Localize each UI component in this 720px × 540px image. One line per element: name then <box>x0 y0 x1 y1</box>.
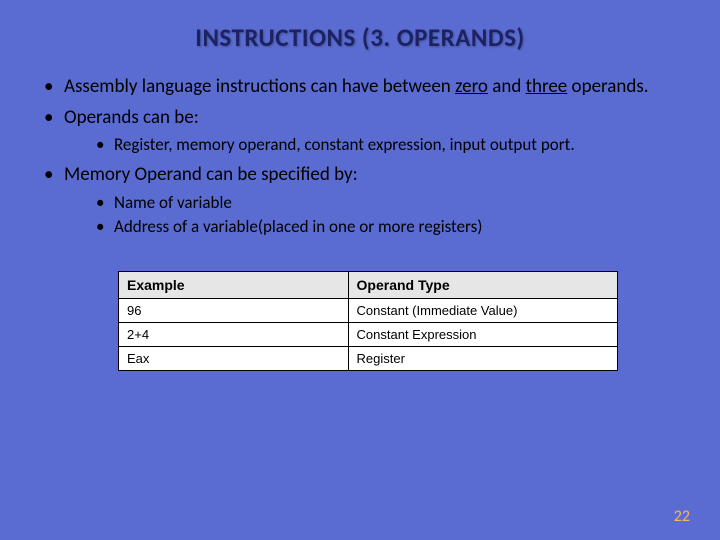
table-body: 96 Constant (Immediate Value) 2+4 Consta… <box>119 298 618 370</box>
bullet-list-level2: Register, memory operand, constant expre… <box>64 134 692 157</box>
table-cell: Constant (Immediate Value) <box>348 298 617 322</box>
bullet-item: Assembly language instructions can have … <box>40 75 692 100</box>
table-cell: Register <box>348 346 617 370</box>
sub-bullet-item: Register, memory operand, constant expre… <box>92 134 692 157</box>
bullet-list-level2: Name of variable Address of a variable(p… <box>64 192 692 239</box>
table-head: Example Operand Type <box>119 271 618 298</box>
slide: INSTRUCTIONS (3. OPERANDS) Assembly lang… <box>0 0 720 540</box>
bullet-text: Address of a variable(placed in one or m… <box>114 216 482 237</box>
table-header-cell: Example <box>119 271 349 298</box>
table-header-row: Example Operand Type <box>119 271 618 298</box>
table-cell: Eax <box>119 346 349 370</box>
bullet-list-level1: Assembly language instructions can have … <box>28 75 692 239</box>
bullet-text: operands. <box>567 75 648 98</box>
sub-bullet-item: Name of variable <box>92 192 692 215</box>
bullet-text: Memory Operand can be specified by: <box>64 163 358 186</box>
table-row: 2+4 Constant Expression <box>119 322 618 346</box>
table-row: 96 Constant (Immediate Value) <box>119 298 618 322</box>
underlined-word: three <box>526 75 568 98</box>
table-row: Eax Register <box>119 346 618 370</box>
slide-title: INSTRUCTIONS (3. OPERANDS) <box>28 22 692 53</box>
bullet-text: Register, memory operand, constant expre… <box>114 134 575 155</box>
table-cell: Constant Expression <box>348 322 617 346</box>
table-cell: 96 <box>119 298 349 322</box>
bullet-text: and <box>488 75 526 98</box>
table-cell: 2+4 <box>119 322 349 346</box>
underlined-word: zero <box>455 75 488 98</box>
bullet-item: Operands can be: Register, memory operan… <box>40 106 692 158</box>
bullet-text: Name of variable <box>114 192 232 213</box>
table-header-cell: Operand Type <box>348 271 617 298</box>
operand-table: Example Operand Type 96 Constant (Immedi… <box>118 271 618 371</box>
page-number: 22 <box>674 507 690 526</box>
table-container: Example Operand Type 96 Constant (Immedi… <box>118 271 618 371</box>
sub-bullet-item: Address of a variable(placed in one or m… <box>92 216 692 239</box>
bullet-text: Operands can be: <box>64 106 199 129</box>
bullet-text: Assembly language instructions can have … <box>64 75 455 98</box>
bullet-item: Memory Operand can be specified by: Name… <box>40 163 692 239</box>
